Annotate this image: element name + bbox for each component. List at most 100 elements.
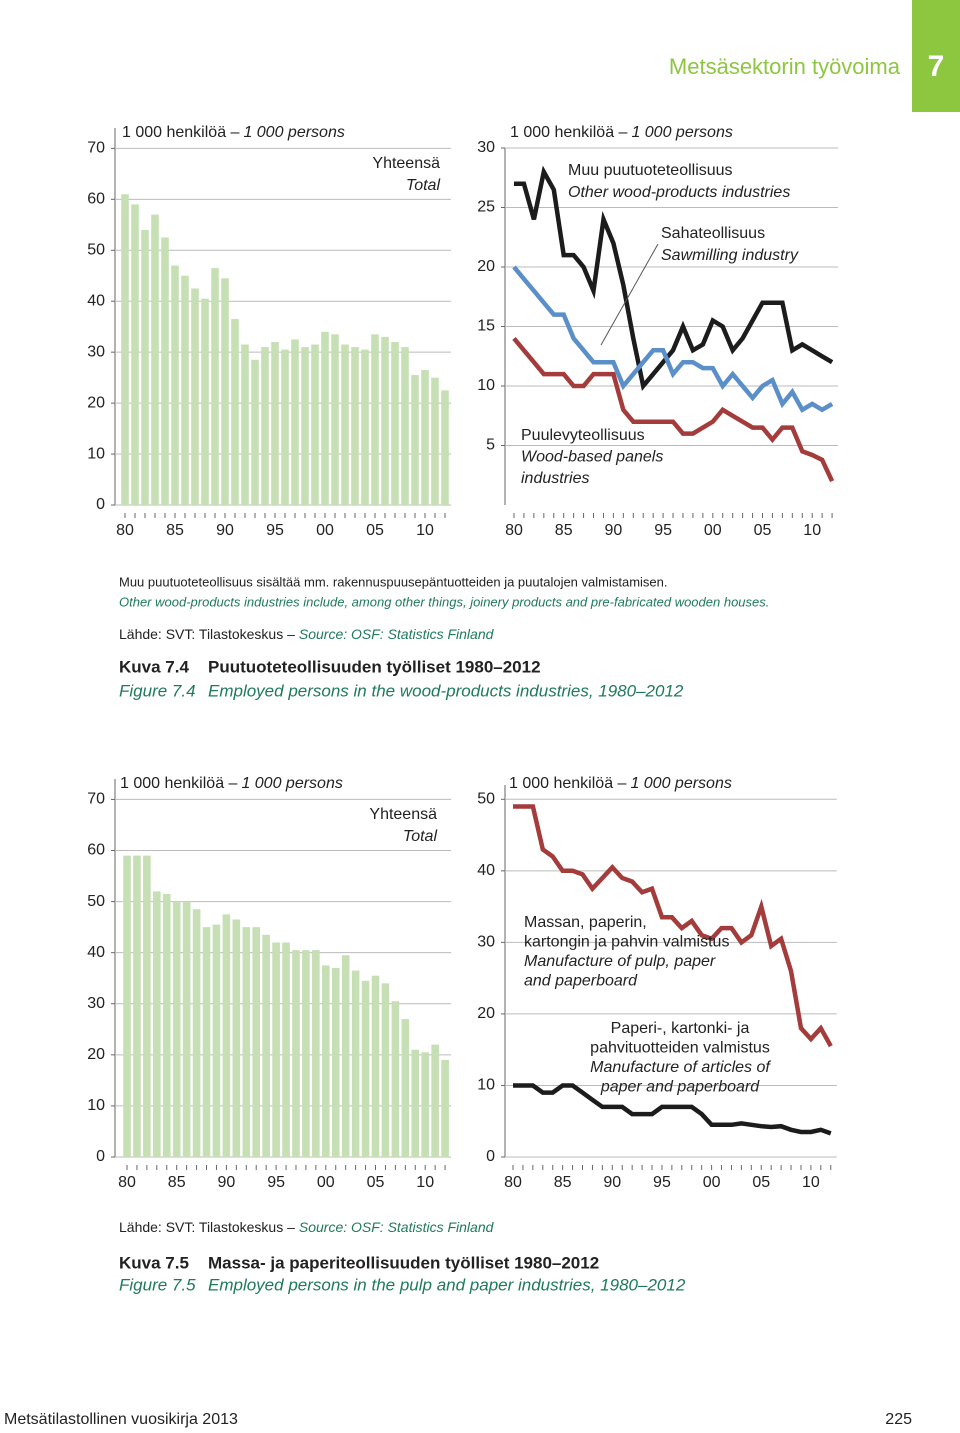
bar: [411, 1049, 420, 1157]
figure-title-fi: Puutuoteteollisuuden työlliset 1980–2012: [208, 657, 541, 676]
bar: [431, 1044, 439, 1157]
bar: [301, 347, 309, 505]
unit-label: 1 000 henkilöä –1 000 persons: [509, 775, 732, 792]
bar: [282, 942, 290, 1157]
y-tick-label: 70: [87, 791, 105, 808]
series-label-en: and paperboard: [524, 973, 638, 990]
x-tick-label: 05: [752, 1174, 770, 1191]
x-tick-label: 00: [703, 1174, 721, 1191]
x-tick-label: 90: [216, 522, 234, 539]
footer-publication: Metsätilastollinen vuosikirja 2013: [4, 1411, 238, 1428]
series-label: Yhteensä: [369, 806, 437, 823]
y-tick-label: 20: [87, 394, 105, 411]
y-tick-label: 20: [477, 1005, 495, 1022]
source: Lähde: SVT: Tilastokeskus – Source: OSF: …: [119, 1219, 495, 1235]
figure-title-en: Employed persons in the wood-products in…: [208, 681, 684, 700]
chapter-number: 7: [928, 50, 945, 83]
x-tick-label: 00: [317, 1174, 335, 1191]
y-tick-label: 40: [87, 292, 105, 309]
bar: [191, 288, 199, 505]
figure-number-en: Figure 7.5: [119, 1275, 196, 1294]
series-label: Muu puutuoteteollisuus: [568, 162, 733, 179]
page-number: 225: [885, 1411, 912, 1428]
header-title: Metsäsektorin työvoima: [669, 54, 901, 79]
x-tick-label: 05: [754, 522, 772, 539]
bar: [241, 344, 249, 505]
unit-label-en: 1 000 persons: [631, 124, 732, 141]
bar: [242, 927, 251, 1157]
bar: [162, 893, 171, 1157]
y-tick-label: 70: [87, 140, 105, 157]
bar: [371, 975, 380, 1157]
y-tick-label: 0: [96, 496, 105, 513]
bar: [181, 275, 189, 505]
bar: [281, 349, 289, 505]
bar: [321, 331, 329, 505]
bar: [381, 336, 389, 505]
bar: [331, 968, 340, 1157]
x-tick-label: 10: [802, 1174, 820, 1191]
series-label-en: Manufacture of pulp, paper: [524, 953, 716, 970]
y-tick-label: 50: [477, 791, 495, 808]
series-label-en: Total: [403, 828, 438, 845]
series-line: [514, 165, 834, 391]
bar: [312, 950, 320, 1157]
unit-label-fi: 1 000 henkilöä –: [509, 775, 627, 792]
y-tick-label: 10: [477, 377, 495, 394]
x-tick-label: 85: [168, 1174, 186, 1191]
bar: [322, 965, 330, 1157]
bar: [401, 1019, 410, 1157]
bar: [133, 855, 141, 1157]
x-tick-label: 05: [367, 1174, 385, 1191]
x-tick-label: 95: [653, 1174, 671, 1191]
bar: [231, 319, 239, 505]
y-tick-label: 10: [477, 1077, 495, 1094]
bar: [131, 204, 139, 505]
bar: [331, 334, 339, 505]
y-tick-label: 15: [477, 318, 495, 335]
source-en: Source: OSF: Statistics Finland: [299, 626, 495, 642]
bar: [123, 855, 131, 1157]
chapter-tab: [912, 0, 960, 112]
bar: [153, 891, 161, 1157]
series-label-en: Manufacture of articles of: [590, 1059, 771, 1076]
bar: [222, 914, 231, 1157]
unit-label-en: 1 000 persons: [241, 775, 342, 792]
series-line: [512, 336, 835, 483]
bar: [421, 369, 429, 505]
series-label: kartongin ja pahvin valmistus: [524, 934, 729, 951]
x-tick-label: 85: [554, 1174, 572, 1191]
bar: [182, 901, 191, 1157]
bar: [401, 347, 409, 505]
bar: [202, 927, 211, 1157]
bar: [261, 347, 269, 505]
bar: [192, 909, 201, 1157]
series-label-en: Wood-based panels: [521, 449, 663, 466]
series-label-en: industries: [521, 470, 589, 487]
bar: [212, 924, 221, 1157]
x-tick-label: 80: [505, 522, 523, 539]
bar: [161, 237, 169, 505]
unit-label-en: 1 000 persons: [630, 775, 731, 792]
x-tick-label: 00: [704, 522, 722, 539]
series-label-en: Sawmilling industry: [661, 247, 799, 264]
unit-label-fi: 1 000 henkilöä –: [120, 775, 238, 792]
figure-number-en: Figure 7.4: [119, 681, 196, 700]
x-tick-label: 85: [166, 522, 184, 539]
bar: [143, 855, 151, 1157]
x-tick-label: 80: [118, 1174, 136, 1191]
bar: [232, 919, 241, 1157]
bar: [252, 927, 261, 1157]
bar: [441, 390, 449, 505]
x-tick-label: 10: [416, 1174, 434, 1191]
bar: [441, 1059, 449, 1157]
x-tick-label: 05: [366, 522, 384, 539]
bar: [351, 347, 359, 505]
y-tick-label: 10: [87, 445, 105, 462]
bar: [341, 955, 350, 1157]
bar: [391, 341, 399, 505]
bar: [351, 970, 360, 1157]
bar: [172, 901, 181, 1157]
x-tick-label: 90: [218, 1174, 236, 1191]
